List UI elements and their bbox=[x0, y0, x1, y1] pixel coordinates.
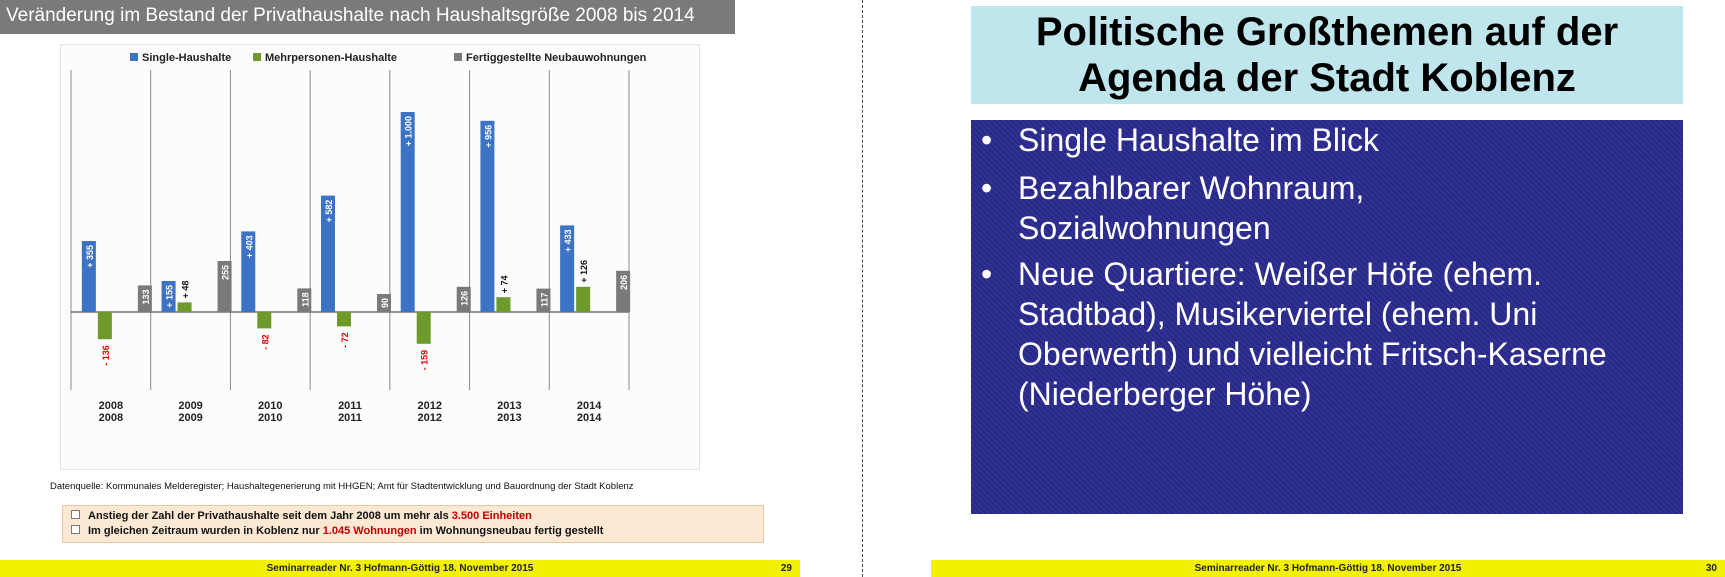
page-number: 30 bbox=[1705, 563, 1717, 574]
bar-neubau bbox=[217, 261, 232, 312]
page-number: 29 bbox=[780, 563, 792, 574]
bar-single bbox=[241, 231, 256, 312]
x-tick-label: 2012 bbox=[417, 412, 441, 424]
x-tick-label: 2009 bbox=[178, 412, 202, 424]
data-label: 133 bbox=[141, 289, 151, 304]
x-tick-label: 2012 bbox=[417, 400, 441, 412]
data-label: + 956 bbox=[483, 125, 493, 148]
highlight-value: 1.045 Wohnungen bbox=[322, 525, 417, 537]
summary-line-1: Anstieg der Zahl der Privathaushalte sei… bbox=[71, 510, 532, 522]
data-label: 255 bbox=[221, 265, 231, 280]
data-label: - 159 bbox=[420, 350, 430, 371]
x-tick-label: 2013 bbox=[497, 400, 521, 412]
bar-single bbox=[560, 225, 575, 312]
data-label: - 72 bbox=[340, 332, 350, 348]
slide-30: Politische Großthemen auf der Agenda der… bbox=[866, 0, 1725, 577]
x-tick-label: 2008 bbox=[99, 400, 123, 412]
legend-item-single: Single-Haushalte bbox=[130, 52, 231, 64]
bar-multi bbox=[97, 312, 112, 340]
summary-line-2: Im gleichen Zeitraum wurden in Koblenz n… bbox=[71, 525, 603, 537]
data-label: + 74 bbox=[499, 275, 509, 293]
footer-bar: Seminarreader Nr. 3 Hofmann-Göttig 18. N… bbox=[0, 560, 800, 577]
highlight-value: 3.500 Einheiten bbox=[451, 510, 532, 522]
data-label: - 82 bbox=[260, 334, 270, 350]
bar-neubau bbox=[297, 288, 312, 312]
bullet-icon: • bbox=[981, 170, 993, 206]
bar-neubau bbox=[536, 288, 551, 312]
bar-multi bbox=[177, 302, 192, 312]
bar-single bbox=[400, 112, 415, 312]
data-label: + 582 bbox=[324, 200, 334, 223]
slide-29: Veränderung im Bestand der Privathaushal… bbox=[0, 0, 860, 577]
title-line-1: Politische Großthemen auf der bbox=[1035, 10, 1619, 54]
data-source: Datenquelle: Kommunales Melderegister; H… bbox=[50, 481, 634, 492]
bar-multi bbox=[257, 312, 272, 329]
footer-bar: Seminarreader Nr. 3 Hofmann-Göttig 18. N… bbox=[931, 560, 1725, 577]
bar-multi bbox=[337, 312, 351, 327]
x-tick-label: 2010 bbox=[258, 412, 282, 424]
data-label: - 136 bbox=[101, 345, 111, 366]
bar-neubau bbox=[456, 286, 471, 312]
bar-multi bbox=[496, 297, 511, 312]
legend-item-multi: Mehrpersonen-Haushalte bbox=[253, 52, 397, 64]
title-line-2: Agenda der Stadt Koblenz bbox=[1078, 56, 1576, 100]
data-label: 118 bbox=[300, 292, 310, 307]
bar-single bbox=[480, 120, 495, 312]
data-label: + 155 bbox=[165, 285, 175, 308]
bar-single bbox=[321, 195, 335, 312]
legend-label-multi: Mehrpersonen-Haushalte bbox=[265, 52, 398, 64]
chart-background bbox=[60, 44, 700, 470]
data-label: 117 bbox=[539, 293, 549, 308]
x-tick-label: 2010 bbox=[258, 400, 282, 412]
summary-box: Anstieg der Zahl der Privathaushalte sei… bbox=[62, 505, 764, 543]
data-label: 206 bbox=[619, 275, 629, 290]
bullet-icon: • bbox=[981, 256, 993, 292]
data-label: + 48 bbox=[181, 281, 191, 299]
bar-single bbox=[161, 281, 176, 312]
data-label: + 126 bbox=[579, 260, 589, 283]
checkbox-icon bbox=[71, 510, 80, 519]
slide-title: Politische Großthemen auf der Agenda der… bbox=[971, 6, 1683, 104]
footer-text: Seminarreader Nr. 3 Hofmann-Göttig 18. N… bbox=[266, 563, 534, 574]
x-tick-label: 2011 bbox=[338, 400, 362, 412]
bullet-icon: • bbox=[981, 122, 993, 158]
data-label: + 355 bbox=[85, 245, 95, 268]
checkbox-icon bbox=[71, 525, 80, 534]
data-label: + 433 bbox=[563, 229, 573, 252]
data-label: 126 bbox=[460, 291, 470, 306]
slide-title: Veränderung im Bestand der Privathaushal… bbox=[0, 0, 735, 34]
bar-multi bbox=[576, 286, 591, 312]
data-label: 90 bbox=[380, 298, 390, 308]
x-tick-label: 2008 bbox=[99, 412, 123, 424]
x-tick-label: 2009 bbox=[178, 400, 202, 412]
bullet-panel: • Single Haushalte im Blick • Bezahlbare… bbox=[971, 120, 1683, 514]
bar-single bbox=[81, 241, 96, 312]
bar-neubau bbox=[616, 270, 631, 312]
legend-item-neubau: Fertiggestellte Neubauwohnungen bbox=[454, 52, 646, 64]
data-label: + 403 bbox=[244, 235, 254, 258]
bar-neubau bbox=[137, 285, 152, 312]
data-label: + 1.000 bbox=[404, 116, 414, 146]
page-divider bbox=[862, 0, 863, 577]
x-tick-label: 2014 bbox=[577, 412, 602, 424]
legend-label-neubau: Fertiggestellte Neubauwohnungen bbox=[466, 52, 647, 64]
x-tick-label: 2013 bbox=[497, 412, 521, 424]
x-tick-label: 2014 bbox=[577, 400, 602, 412]
legend-label-single: Single-Haushalte bbox=[142, 52, 232, 64]
bar-neubau bbox=[377, 294, 391, 312]
legend-swatch-single bbox=[130, 53, 138, 61]
legend-swatch-neubau bbox=[454, 53, 462, 61]
footer-text: Seminarreader Nr. 3 Hofmann-Göttig 18. N… bbox=[1194, 563, 1462, 574]
legend-swatch-multi bbox=[253, 53, 261, 61]
x-tick-label: 2011 bbox=[338, 412, 362, 424]
bar-multi bbox=[416, 312, 431, 344]
